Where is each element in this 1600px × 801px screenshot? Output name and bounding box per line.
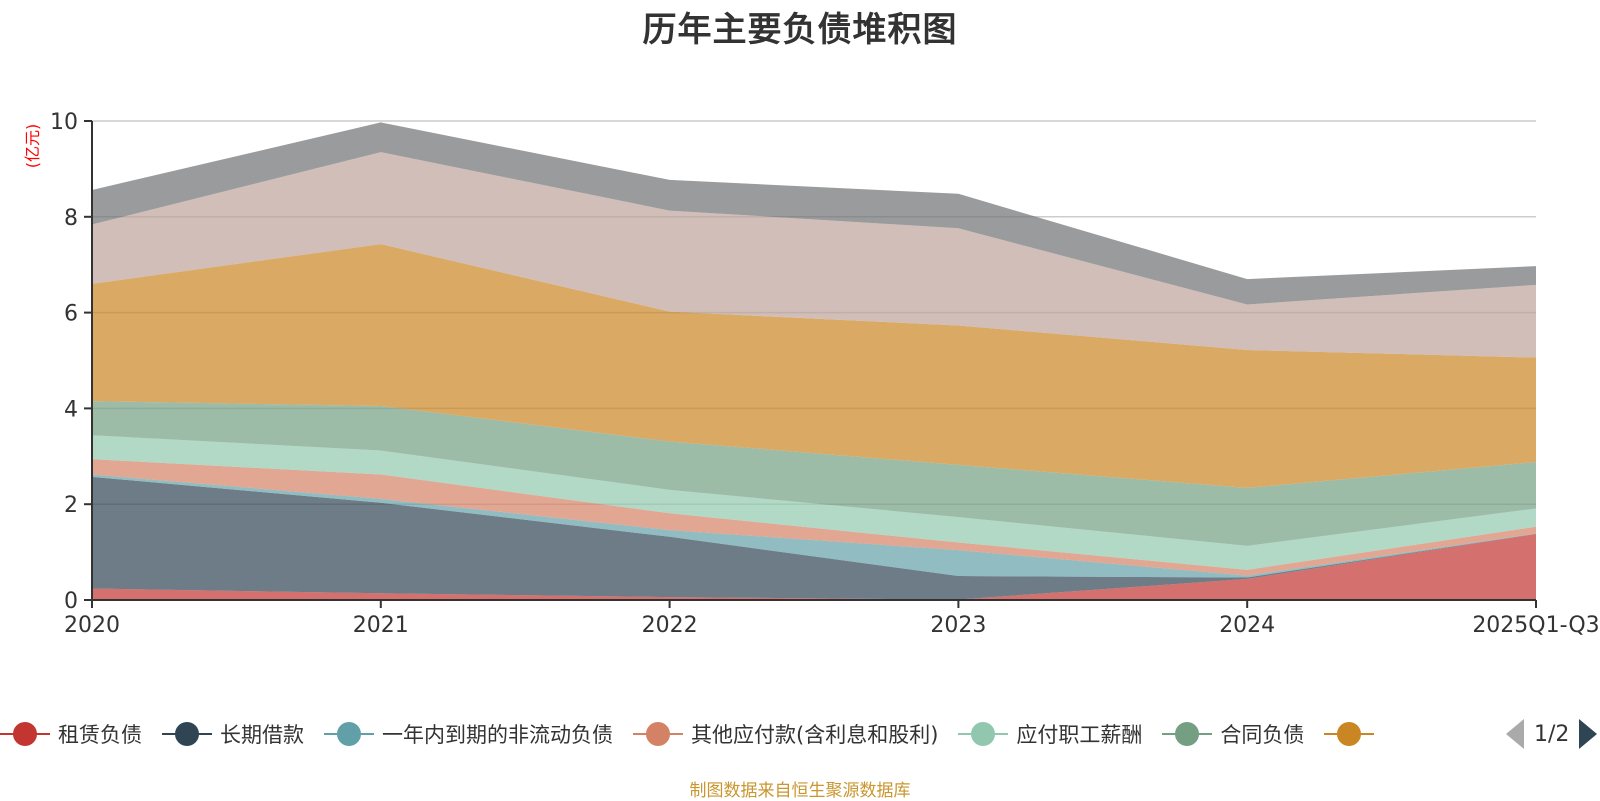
legend-marker-icon bbox=[324, 721, 374, 747]
legend-prev-page-icon[interactable] bbox=[1506, 719, 1524, 749]
legend: 租赁负债 长期借款 一年内到期的非流动负债 其他应付款(含利息和股利) 应付职工薪酬 合同… bbox=[0, 716, 1600, 752]
legend-page-indicator: 1/2 bbox=[1534, 721, 1570, 747]
legend-marker-icon bbox=[1324, 721, 1375, 747]
x-tick-label: 2025Q1-Q3 bbox=[1472, 613, 1599, 638]
x-tick-label: 2020 bbox=[64, 613, 120, 638]
legend-marker-icon bbox=[958, 721, 1009, 747]
legend-item[interactable]: 长期借款 bbox=[162, 719, 304, 749]
y-tick-label: 6 bbox=[64, 302, 78, 327]
x-tick-label: 2023 bbox=[930, 613, 986, 638]
legend-item[interactable]: 其他应付款(含利息和股利) bbox=[633, 719, 938, 749]
area-series-6[interactable] bbox=[92, 244, 1536, 488]
legend-pagination: 1/2 bbox=[1500, 716, 1598, 752]
area-series bbox=[92, 122, 1536, 600]
axes: 0 2 4 6 8 10 2020 2021 2022 2023 2024 2025Q1-Q3 bbox=[50, 110, 1600, 638]
area-series-7[interactable] bbox=[92, 152, 1536, 358]
area-series-5[interactable] bbox=[92, 401, 1536, 546]
area-series-1[interactable] bbox=[92, 476, 1536, 600]
legend-item[interactable]: 合同负债 bbox=[1162, 719, 1304, 749]
x-tick-label: 2021 bbox=[353, 613, 409, 638]
legend-item[interactable] bbox=[1324, 721, 1382, 747]
legend-label: 合同负债 bbox=[1220, 723, 1305, 747]
legend-marker-icon bbox=[1162, 721, 1213, 747]
legend-next-page-icon[interactable] bbox=[1579, 719, 1598, 749]
area-series-0[interactable] bbox=[92, 533, 1536, 600]
y-tick-label: 4 bbox=[64, 397, 78, 422]
legend-label: 其他应付款(含利息和股利) bbox=[691, 723, 939, 747]
legend-label: 应付职工薪酬 bbox=[1016, 723, 1143, 747]
legend-marker-icon bbox=[0, 721, 50, 747]
x-tick-label: 2022 bbox=[642, 613, 698, 638]
y-tick-label: 0 bbox=[64, 589, 78, 614]
area-series-3[interactable] bbox=[92, 459, 1536, 576]
y-axis-unit-label: (亿元) bbox=[23, 124, 42, 169]
stacked-area-chart: 0 2 4 6 8 10 2020 2021 2022 2023 2024 2025Q1-Q3 (亿元… bbox=[23, 110, 1600, 638]
area-series-4[interactable] bbox=[92, 435, 1536, 570]
legend-label: 一年内到期的非流动负债 bbox=[382, 723, 613, 747]
data-source-footer: 制图数据来自恒生聚源数据库 bbox=[689, 781, 911, 801]
legend-marker-icon bbox=[633, 721, 683, 747]
legend-label: 长期借款 bbox=[220, 723, 304, 747]
legend-label: 租赁负债 bbox=[58, 723, 142, 747]
y-tick-label: 2 bbox=[64, 493, 78, 518]
area-series-8[interactable] bbox=[92, 122, 1536, 305]
x-tick-label: 2024 bbox=[1219, 613, 1275, 638]
y-tick-label: 8 bbox=[64, 206, 78, 231]
legend-marker-icon bbox=[162, 721, 212, 747]
legend-item[interactable]: 租赁负债 bbox=[0, 719, 142, 749]
legend-item[interactable]: 一年内到期的非流动负债 bbox=[324, 719, 613, 749]
legend-item[interactable]: 应付职工薪酬 bbox=[958, 719, 1142, 749]
y-tick-label: 10 bbox=[50, 110, 78, 135]
chart-title: 历年主要负债堆积图 bbox=[642, 10, 958, 50]
